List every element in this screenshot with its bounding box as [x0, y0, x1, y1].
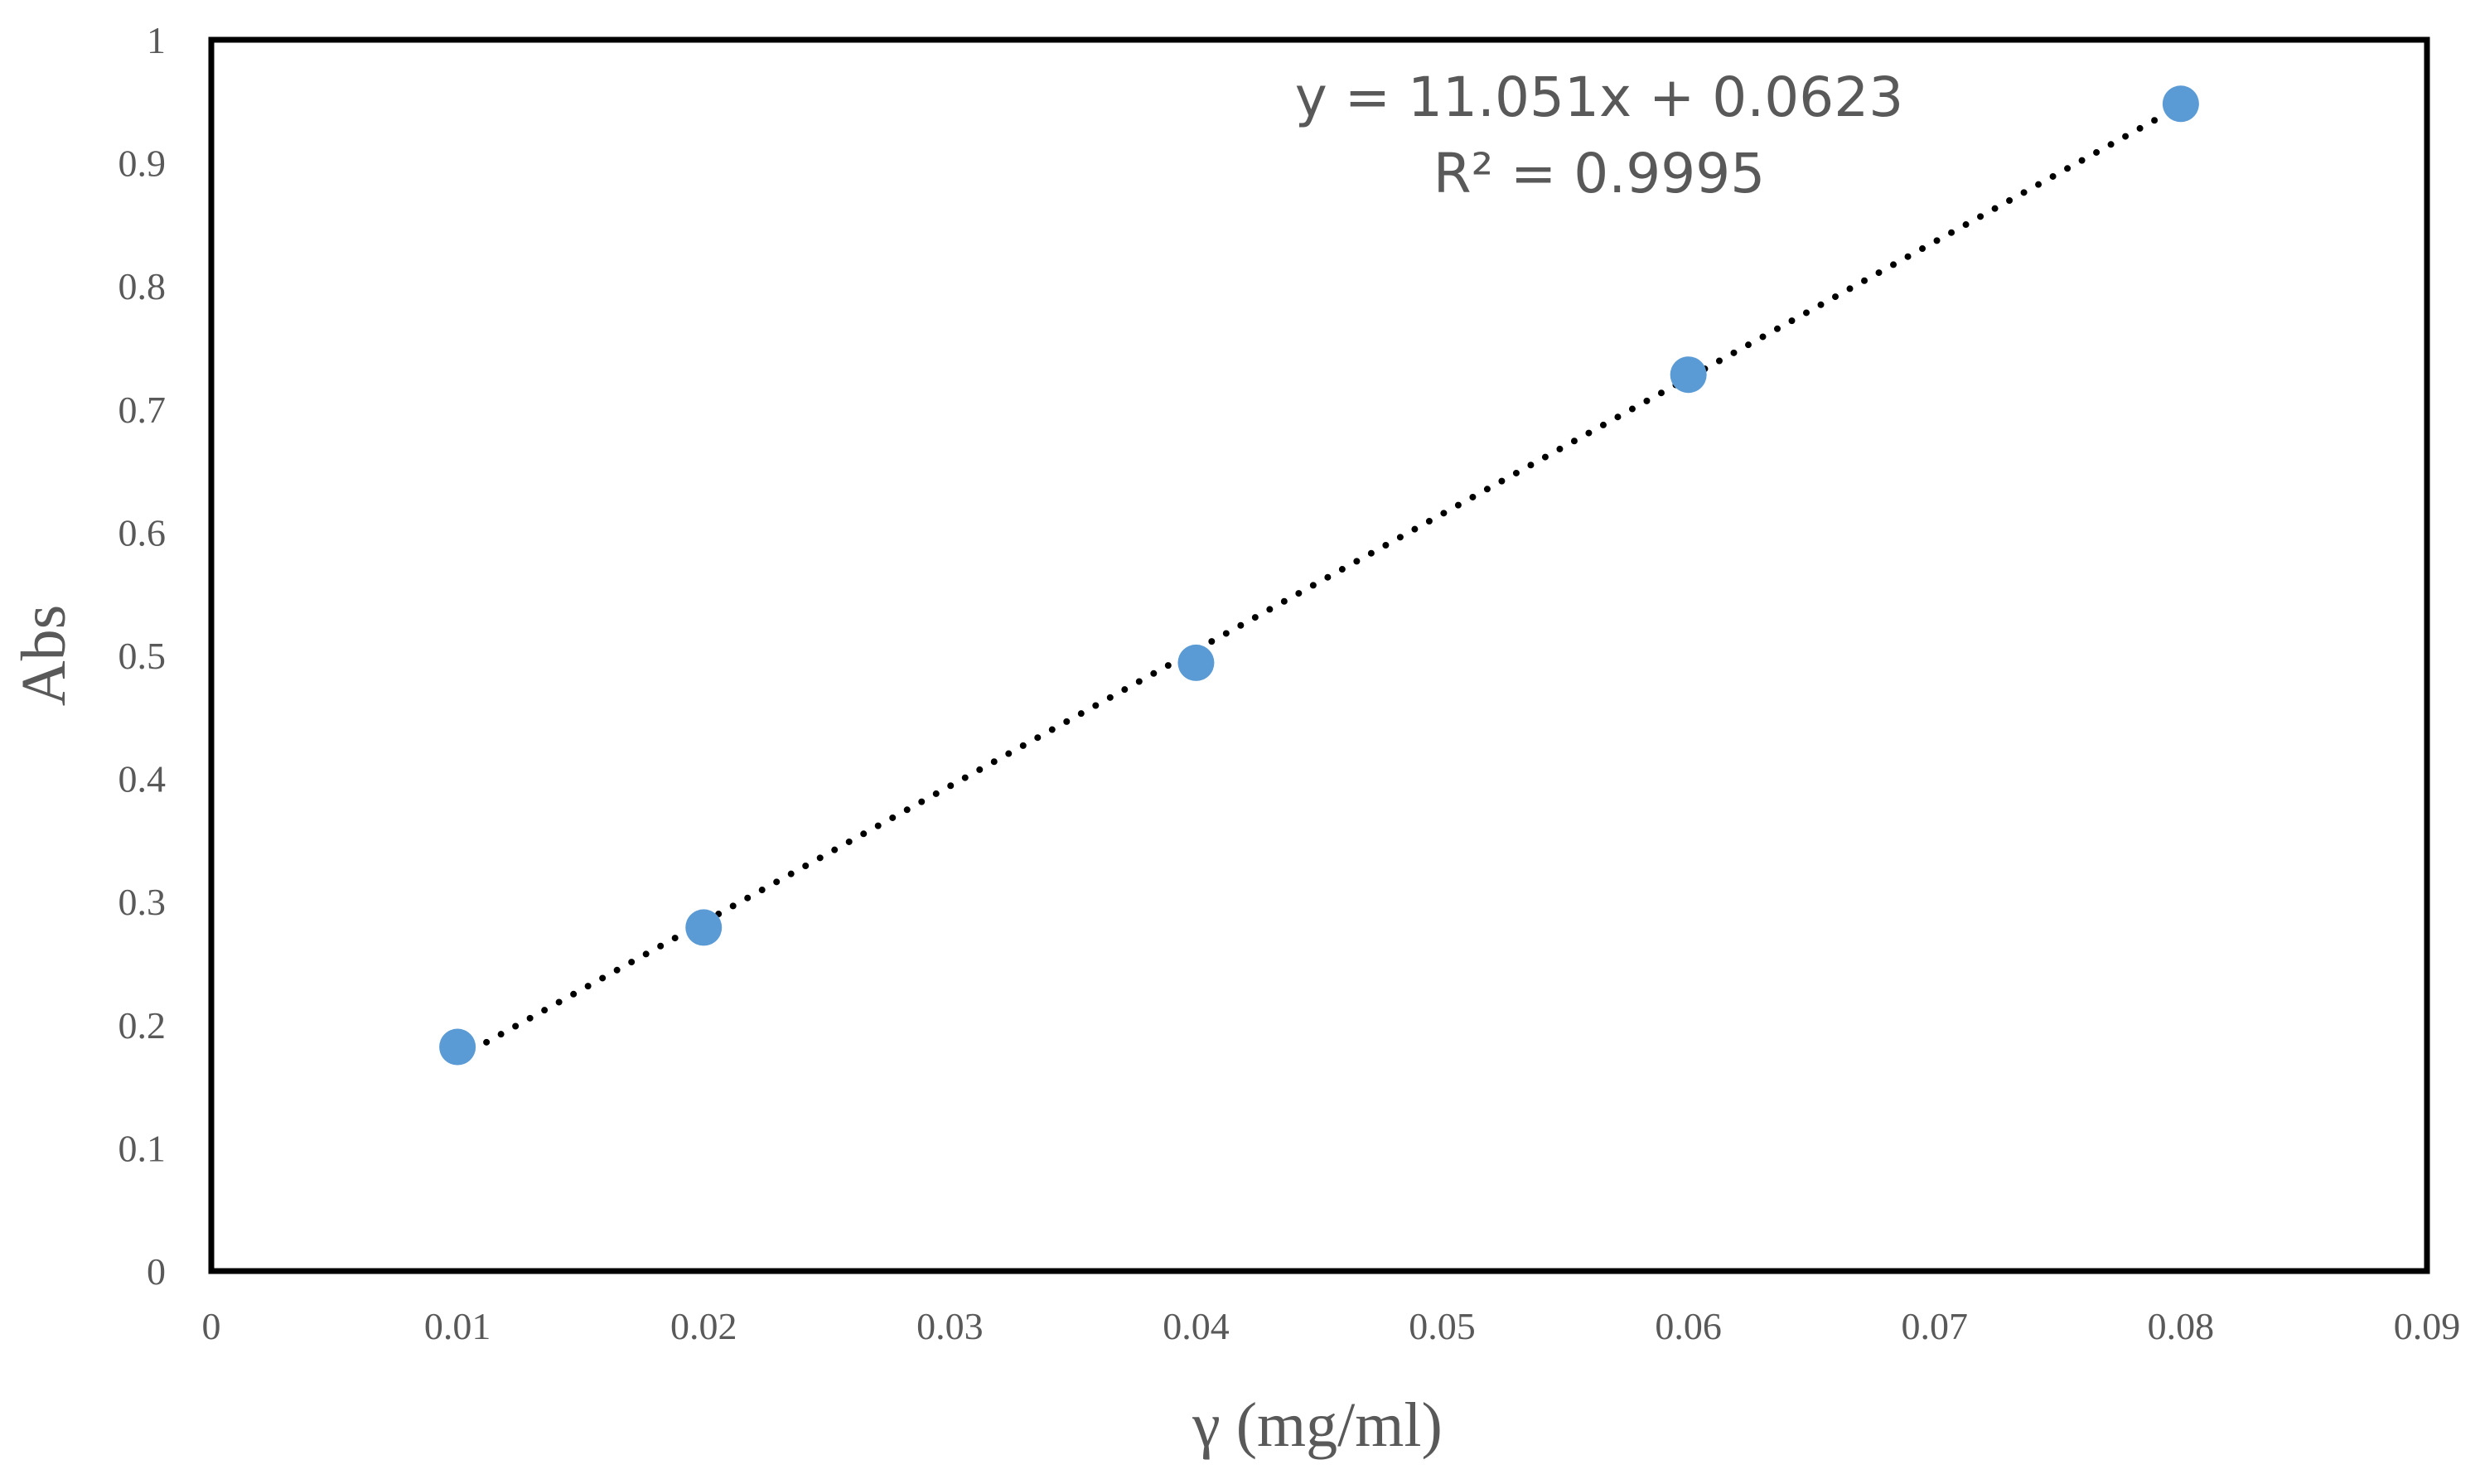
x-tick-label: 0.04	[1163, 1305, 1230, 1347]
data-point	[1670, 356, 1707, 394]
x-tick-label: 0.03	[916, 1305, 984, 1347]
y-tick-label: 0.7	[118, 389, 167, 431]
y-axis-ticks: 0 0.1 0.2 0.3 0.4 0.5 0.6 0.7 0.8 0.9 1	[118, 19, 167, 1293]
x-tick-label: 0.06	[1655, 1305, 1722, 1347]
y-tick-label: 0.5	[118, 635, 167, 677]
trendline-layer	[454, 102, 2184, 1062]
y-axis-title: Abs	[9, 605, 79, 706]
data-point	[2162, 85, 2199, 123]
data-points	[439, 85, 2199, 1066]
data-point	[439, 1028, 476, 1066]
r-squared-label: R² = 0.9995	[1433, 142, 1766, 205]
y-tick-label: 0.8	[118, 265, 167, 307]
y-tick-label: 0.1	[118, 1127, 167, 1169]
x-tick-label: 0.07	[1902, 1305, 1969, 1347]
y-tick-label: 0.6	[118, 511, 167, 553]
x-tick-label: 0.05	[1409, 1305, 1476, 1347]
plot-area	[208, 36, 2430, 1274]
x-tick-label: 0.09	[2394, 1305, 2461, 1347]
y-tick-label: 0.9	[118, 143, 167, 185]
y-tick-label: 1	[147, 19, 166, 61]
y-tick-label: 0.4	[118, 758, 167, 800]
data-point	[1177, 644, 1215, 681]
y-tick-label: 0.3	[118, 881, 167, 923]
trendline-equation: y = 11.051x + 0.0623	[1295, 65, 1904, 129]
x-axis-title: γ (mg/ml)	[1192, 1390, 1443, 1460]
trendline	[454, 102, 2184, 1062]
x-tick-label: 0.02	[670, 1305, 737, 1347]
x-tick-label: 0	[202, 1305, 221, 1347]
data-point	[685, 909, 723, 946]
x-axis-ticks: 0 0.01 0.02 0.03 0.04 0.05 0.06 0.07 0.08 0.09	[202, 1305, 2461, 1347]
x-tick-label: 0.01	[424, 1305, 491, 1347]
x-tick-label: 0.08	[2148, 1305, 2215, 1347]
y-tick-label: 0	[147, 1250, 166, 1293]
y-tick-label: 0.2	[118, 1004, 167, 1047]
